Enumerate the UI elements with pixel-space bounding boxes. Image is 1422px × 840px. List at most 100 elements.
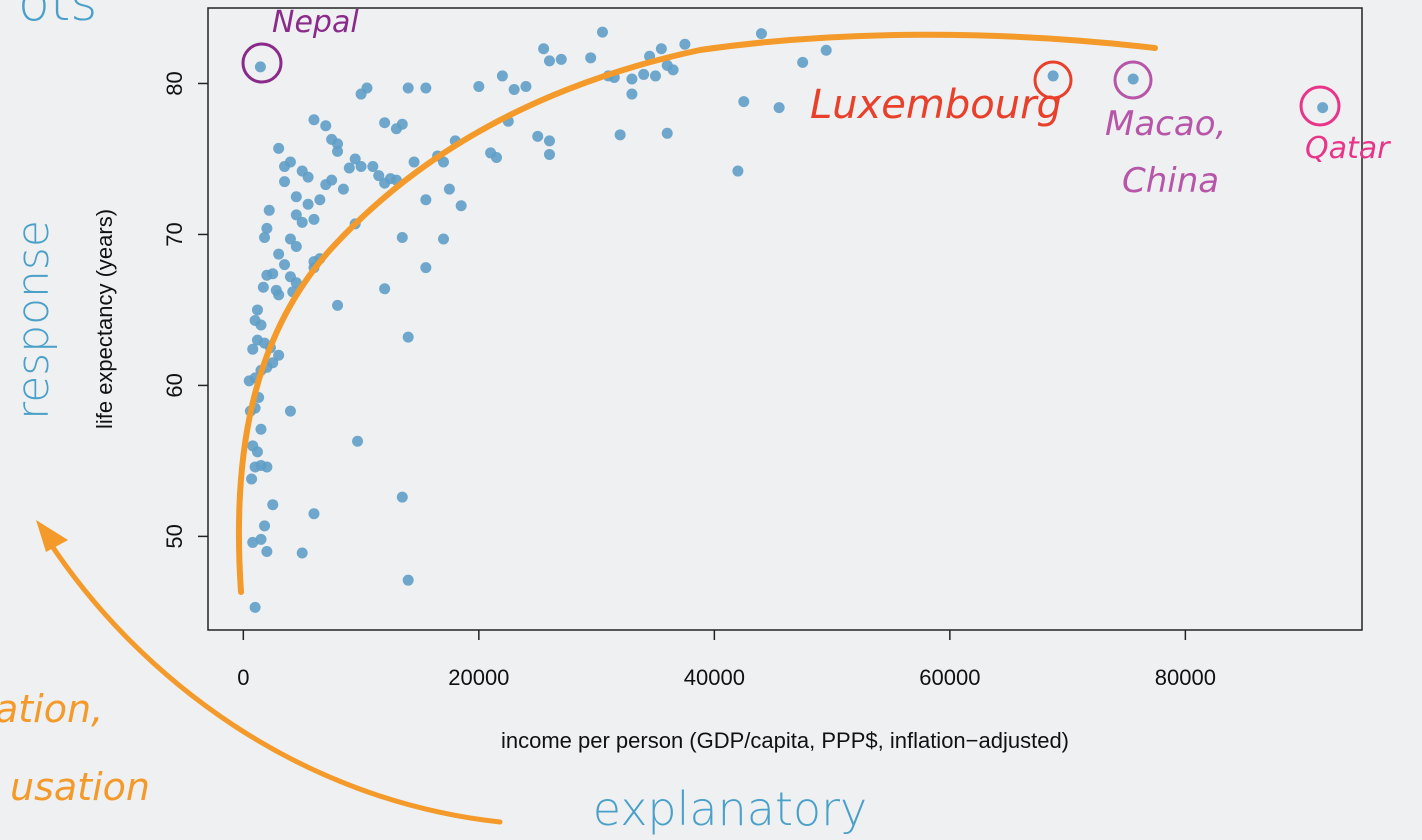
annotation: Macao, bbox=[1105, 104, 1226, 144]
point bbox=[259, 231, 271, 243]
point bbox=[1047, 70, 1059, 82]
y-axis-label: life expectancy (years) bbox=[92, 209, 117, 429]
point bbox=[538, 43, 550, 55]
point bbox=[679, 38, 691, 50]
point bbox=[355, 161, 367, 173]
explanatory-label: explanatory bbox=[593, 782, 868, 836]
point bbox=[379, 117, 391, 129]
point bbox=[255, 423, 267, 435]
point bbox=[246, 473, 258, 485]
point bbox=[261, 461, 273, 473]
slide-title: ots bbox=[18, 0, 97, 33]
x-tick-label: 20000 bbox=[448, 665, 509, 690]
point bbox=[308, 114, 320, 126]
point bbox=[251, 446, 263, 458]
point bbox=[585, 52, 597, 64]
x-tick-label: 60000 bbox=[919, 665, 980, 690]
point bbox=[279, 176, 291, 188]
point bbox=[820, 44, 832, 56]
point bbox=[555, 53, 567, 65]
point bbox=[402, 574, 414, 586]
point bbox=[302, 198, 314, 210]
arrow bbox=[45, 537, 503, 825]
x-tick-label: 40000 bbox=[684, 665, 745, 690]
x-tick-label: 0 bbox=[237, 665, 249, 690]
point bbox=[496, 70, 508, 82]
point bbox=[254, 61, 266, 73]
y-tick-label: 70 bbox=[162, 222, 187, 246]
response-label: response bbox=[8, 220, 59, 420]
point bbox=[361, 82, 373, 94]
point bbox=[367, 161, 379, 173]
point bbox=[247, 343, 259, 355]
point bbox=[626, 73, 638, 85]
point bbox=[267, 357, 279, 369]
point bbox=[308, 213, 320, 225]
point bbox=[385, 173, 397, 185]
highlight-circle bbox=[1033, 60, 1073, 100]
point bbox=[290, 241, 302, 253]
point bbox=[797, 56, 809, 68]
point bbox=[438, 156, 450, 168]
point bbox=[273, 248, 285, 260]
point bbox=[396, 118, 408, 130]
point bbox=[249, 601, 261, 613]
point bbox=[532, 130, 544, 142]
point bbox=[755, 28, 767, 40]
annotation: Qatar bbox=[1305, 131, 1391, 166]
point bbox=[273, 142, 285, 154]
point bbox=[290, 191, 302, 203]
point bbox=[259, 520, 271, 532]
annotation: Nepal bbox=[272, 5, 359, 40]
point bbox=[251, 304, 263, 316]
x-axis-label: income per person (GDP/capita, PPP$, inf… bbox=[501, 728, 1069, 753]
point bbox=[438, 233, 450, 245]
point bbox=[263, 204, 275, 216]
point bbox=[279, 259, 291, 271]
point bbox=[543, 135, 555, 147]
point bbox=[420, 82, 432, 94]
slide-note: usation bbox=[10, 765, 150, 809]
point bbox=[420, 262, 432, 274]
point bbox=[443, 183, 455, 195]
point bbox=[655, 43, 667, 55]
point bbox=[290, 209, 302, 221]
point bbox=[314, 194, 326, 206]
point bbox=[255, 319, 267, 331]
point bbox=[379, 283, 391, 295]
point bbox=[491, 151, 502, 163]
point bbox=[667, 64, 679, 76]
point bbox=[402, 82, 414, 94]
points-layer bbox=[243, 26, 1329, 613]
annotation: Luxembourg bbox=[810, 82, 1062, 128]
slide-note: ation, bbox=[0, 687, 103, 731]
point bbox=[270, 284, 282, 296]
point bbox=[596, 26, 608, 38]
point bbox=[520, 81, 532, 93]
point bbox=[284, 405, 296, 417]
point bbox=[543, 55, 555, 67]
trend-curve bbox=[235, 31, 1158, 595]
point bbox=[543, 148, 555, 160]
point bbox=[638, 68, 650, 80]
point bbox=[508, 84, 520, 96]
point bbox=[332, 138, 344, 150]
point bbox=[332, 299, 344, 311]
point bbox=[302, 171, 314, 183]
point bbox=[255, 533, 267, 545]
point bbox=[267, 268, 279, 280]
point bbox=[420, 194, 432, 206]
point bbox=[455, 200, 467, 212]
point bbox=[326, 174, 338, 186]
point bbox=[320, 120, 332, 132]
point bbox=[1127, 73, 1139, 85]
y-tick-label: 60 bbox=[162, 373, 187, 397]
point bbox=[773, 102, 785, 114]
point bbox=[732, 165, 744, 177]
point bbox=[296, 547, 308, 559]
point bbox=[296, 216, 308, 228]
plot-frame bbox=[207, 7, 1363, 631]
point bbox=[473, 81, 485, 93]
point bbox=[349, 153, 361, 165]
